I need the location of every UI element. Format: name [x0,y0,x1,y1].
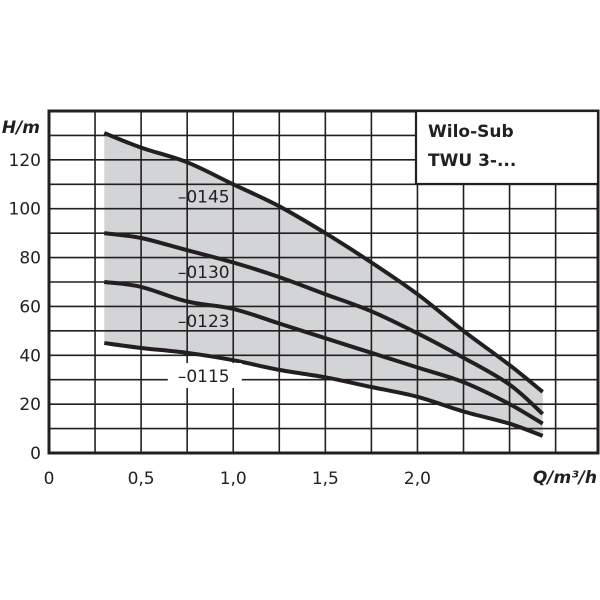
y-axis-title: H/m [2,118,40,138]
x-axis-title: Q/m³/h [533,468,597,488]
legend-box-frame [414,109,600,186]
x-tick-label: 2,0 [404,469,431,489]
y-tick-label: 0 [30,444,41,464]
legend-title-line2: TWU 3-... [428,151,516,171]
y-tick-label: 40 [19,346,41,366]
y-tick-label: 20 [19,395,41,415]
y-tick-label: 80 [19,249,41,269]
label-knockout [167,363,242,389]
curves [103,131,545,438]
tick-labels: 0 20 40 60 80 100 120 0 0,5 1,0 1,5 2,0 [9,151,431,489]
curve-0123 [104,280,544,426]
curve-label-0130: –0130 [178,263,230,283]
legend-title-line1: Wilo-Sub [428,122,514,142]
plot-frame [47,109,600,455]
curve-0145 [103,131,544,394]
x-tick-label: 0 [44,469,55,489]
y-tick-label: 60 [19,297,41,317]
x-tick-label: 0,5 [128,469,155,489]
x-tick-label: 1,0 [220,469,247,489]
y-tick-label: 120 [9,151,41,171]
axes: H/m Q/m³/h [2,118,597,488]
x-tick-label: 1,5 [312,469,339,489]
curve-label-0145: –0145 [178,188,230,208]
legend-box: Wilo-Sub TWU 3-... [414,109,600,186]
curve-label-0123: –0123 [178,312,230,332]
curve-labels: –0145 –0130 –0123 –0115 [167,188,242,389]
y-tick-label: 100 [9,200,41,220]
curve-0115 [104,341,544,438]
curve-label-0115: –0115 [178,367,230,387]
curve-0130 [103,231,545,416]
